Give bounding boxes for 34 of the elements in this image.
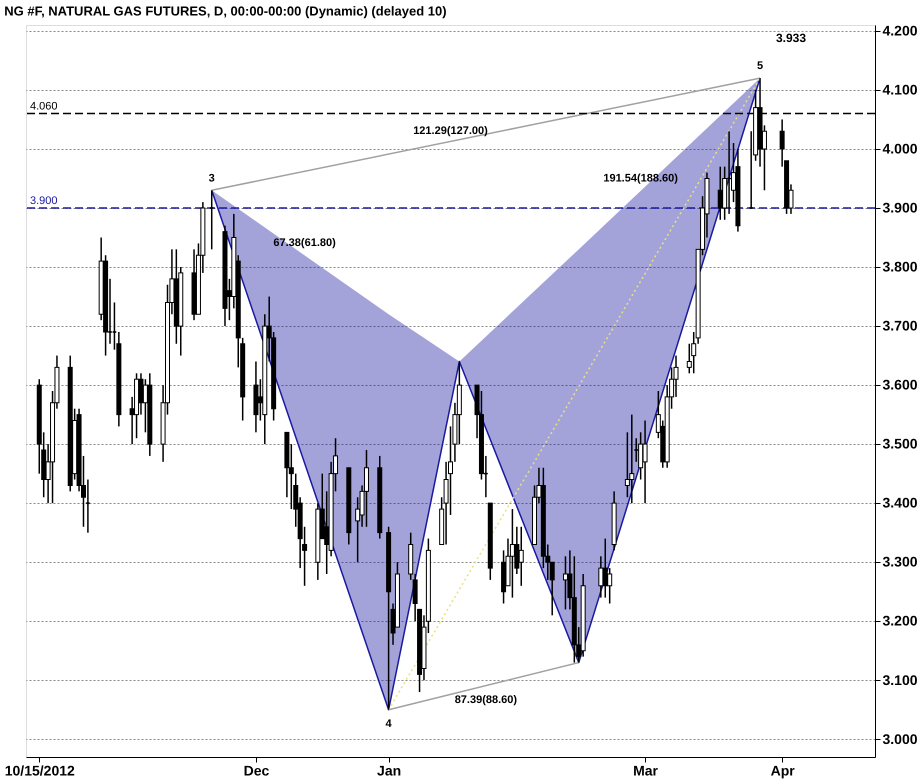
annotation: 121.29(127.00) xyxy=(413,125,488,138)
candlestick xyxy=(364,449,369,528)
y-tick-label: 3.200 xyxy=(882,612,918,629)
candlestick xyxy=(629,414,634,504)
y-tick-label: 4.000 xyxy=(882,140,918,156)
ref-line-label: 4.060 xyxy=(30,100,58,113)
candlestick xyxy=(518,526,524,587)
y-tick-label: 3.800 xyxy=(882,258,918,275)
y-tick-label: 3.300 xyxy=(882,554,918,570)
x-tick-label: Mar xyxy=(633,762,659,778)
candlestick xyxy=(718,166,723,221)
y-tick-label: 3.100 xyxy=(882,672,918,688)
y-tick-label: 3.400 xyxy=(882,494,918,511)
y-tick-label: 3.700 xyxy=(882,318,918,334)
y-tick-label: 4.100 xyxy=(882,81,918,98)
annotation: 4 xyxy=(386,718,393,730)
y-tick-label: 3.900 xyxy=(882,200,918,216)
x-tick-label: Jan xyxy=(377,762,402,778)
x-tick-label: Dec xyxy=(244,762,270,778)
annotation: 3.933 xyxy=(776,31,806,45)
chart-title: NG #F, NATURAL GAS FUTURES, D, 00:00-00:00 (Dynamic) (delayed 10) xyxy=(4,3,447,18)
annotation: 191.54(188.60) xyxy=(603,172,678,184)
y-tick-label: 3.600 xyxy=(882,376,918,393)
y-tick-label: 4.200 xyxy=(882,22,918,38)
x-tick-label: 10/15/2012 xyxy=(4,762,76,778)
candlestick xyxy=(607,567,612,604)
annotation: 67.38(61.80) xyxy=(273,237,336,250)
y-tick-label: 3.000 xyxy=(882,730,918,747)
x-tick-label: Apr xyxy=(770,762,796,778)
y-tick-label: 3.500 xyxy=(882,436,918,452)
ref-line-label: 3.900 xyxy=(30,195,58,207)
annotation: 3 xyxy=(208,172,215,184)
annotation: 87.39(88.60) xyxy=(454,694,518,706)
annotation: 5 xyxy=(756,60,764,72)
